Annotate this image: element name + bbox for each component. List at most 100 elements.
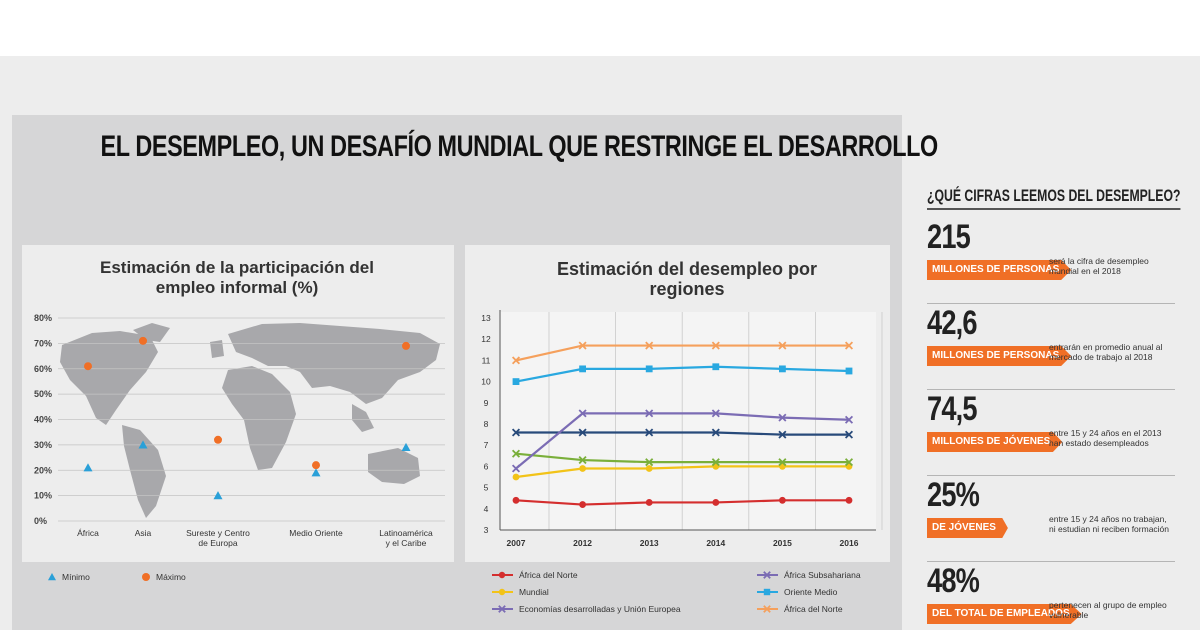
fact-badge: MILLONES DE PERSONAS: [927, 346, 1072, 366]
series-line: [515, 412, 850, 470]
plot-area: [500, 312, 876, 530]
data-point: [844, 415, 854, 424]
data-point: [213, 491, 223, 500]
fact-description: entrarán en promedio anual al mercado de…: [1049, 342, 1163, 362]
map-landmass: [368, 448, 420, 484]
data-point: [511, 356, 521, 365]
data-point: [778, 458, 787, 467]
data-point: [511, 449, 521, 458]
x-tick-label: 2016: [840, 538, 859, 548]
data-point: [778, 430, 787, 439]
x-tick-label: Asia: [135, 528, 152, 538]
map-landmass: [60, 331, 158, 425]
data-point: [645, 341, 654, 350]
legend-label: Máximo: [156, 572, 186, 582]
x-tick-label: Sureste y Centro: [186, 528, 250, 538]
y-tick-label: 8: [484, 419, 489, 429]
x-tick-label: Medio Oriente: [289, 528, 343, 538]
fact-value: 74,5: [927, 390, 978, 428]
data-point: [844, 458, 854, 467]
y-tick-label: 12: [481, 334, 491, 344]
fact-value: 42,6: [927, 304, 978, 342]
x-tick-label: 2012: [573, 538, 592, 548]
y-tick-label: 5: [484, 483, 489, 493]
data-point: [498, 605, 506, 613]
y-tick-label: 60%: [34, 364, 52, 374]
y-tick-label: 70%: [34, 338, 52, 348]
y-tick-label: 10%: [34, 491, 52, 501]
fact-value: 25%: [927, 476, 980, 514]
fact-description: entre 15 y 24 años en el 2013 han estado…: [1049, 428, 1162, 448]
data-point: [778, 341, 787, 350]
data-point: [763, 571, 771, 579]
y-tick-label: 3: [484, 525, 489, 535]
legend-label: Oriente Medio: [784, 587, 838, 597]
page-title: EL DESEMPLEO, UN DESAFÍO MUNDIAL QUE RES…: [100, 130, 939, 163]
map-landmass: [222, 366, 296, 470]
informal-employment-title: Estimación de la participación del emple…: [100, 258, 374, 297]
data-point: [512, 496, 520, 504]
data-point: [645, 365, 653, 373]
data-point: [312, 461, 320, 470]
data-point: [844, 430, 854, 439]
y-tick-label: 4: [484, 504, 489, 514]
data-point: [712, 499, 720, 506]
data-point: [512, 378, 520, 385]
data-point: [578, 456, 587, 465]
y-tick-label: 30%: [34, 440, 52, 450]
x-tick-label: de Europa: [198, 538, 237, 548]
map-landmass: [210, 340, 224, 358]
data-point: [645, 428, 654, 437]
legend-label: Mínimo: [62, 572, 90, 582]
x-tick-label: 2013: [640, 538, 659, 548]
data-point: [645, 409, 654, 418]
x-tick-label: África: [77, 528, 99, 538]
data-point: [138, 440, 148, 449]
divider: [927, 561, 1175, 562]
x-tick-label: 2015: [773, 538, 792, 548]
divider: [927, 475, 1175, 476]
data-point: [578, 428, 587, 437]
y-tick-label: 50%: [34, 389, 52, 399]
series-line: [515, 365, 850, 383]
data-point: [511, 428, 521, 437]
data-point: [763, 588, 771, 596]
data-point: [779, 365, 786, 373]
data-point: [402, 341, 410, 350]
fact-item: 48% DEL TOTAL DE EMPLEADOS pertenecen al…: [927, 562, 1175, 630]
series-line: [515, 499, 849, 506]
data-point: [779, 496, 786, 504]
data-point: [711, 458, 720, 467]
x-tick-label: Latinoamérica: [379, 528, 433, 538]
y-tick-label: 9: [484, 398, 489, 408]
fact-value: 215: [927, 218, 971, 256]
data-point: [84, 362, 92, 371]
data-point: [579, 501, 586, 508]
series-line: [515, 452, 849, 464]
fact-description: será la cifra de desempleo mundial en el…: [1049, 256, 1149, 276]
map-landmass: [133, 323, 170, 342]
data-point: [711, 428, 720, 437]
data-point: [578, 409, 587, 418]
data-point: [578, 341, 587, 350]
data-point: [83, 463, 93, 472]
data-point: [844, 341, 854, 350]
legend-label: África del Norte: [519, 570, 578, 580]
data-point: [139, 336, 147, 345]
x-tick-label: y el Caribe: [386, 538, 427, 548]
y-tick-label: 10: [481, 377, 491, 387]
data-point: [845, 367, 853, 375]
y-tick-label: 80%: [34, 313, 52, 323]
data-point: [645, 465, 653, 472]
y-tick-label: 7: [484, 440, 489, 450]
fact-value: 48%: [927, 562, 980, 600]
data-point: [778, 413, 787, 422]
fact-description: pertenecen al grupo de empleo vulnerable: [1049, 600, 1167, 620]
data-point: [579, 365, 586, 373]
data-point: [711, 341, 720, 350]
series-line: [515, 465, 849, 479]
data-point: [645, 499, 653, 506]
y-tick-label: 6: [484, 461, 489, 471]
